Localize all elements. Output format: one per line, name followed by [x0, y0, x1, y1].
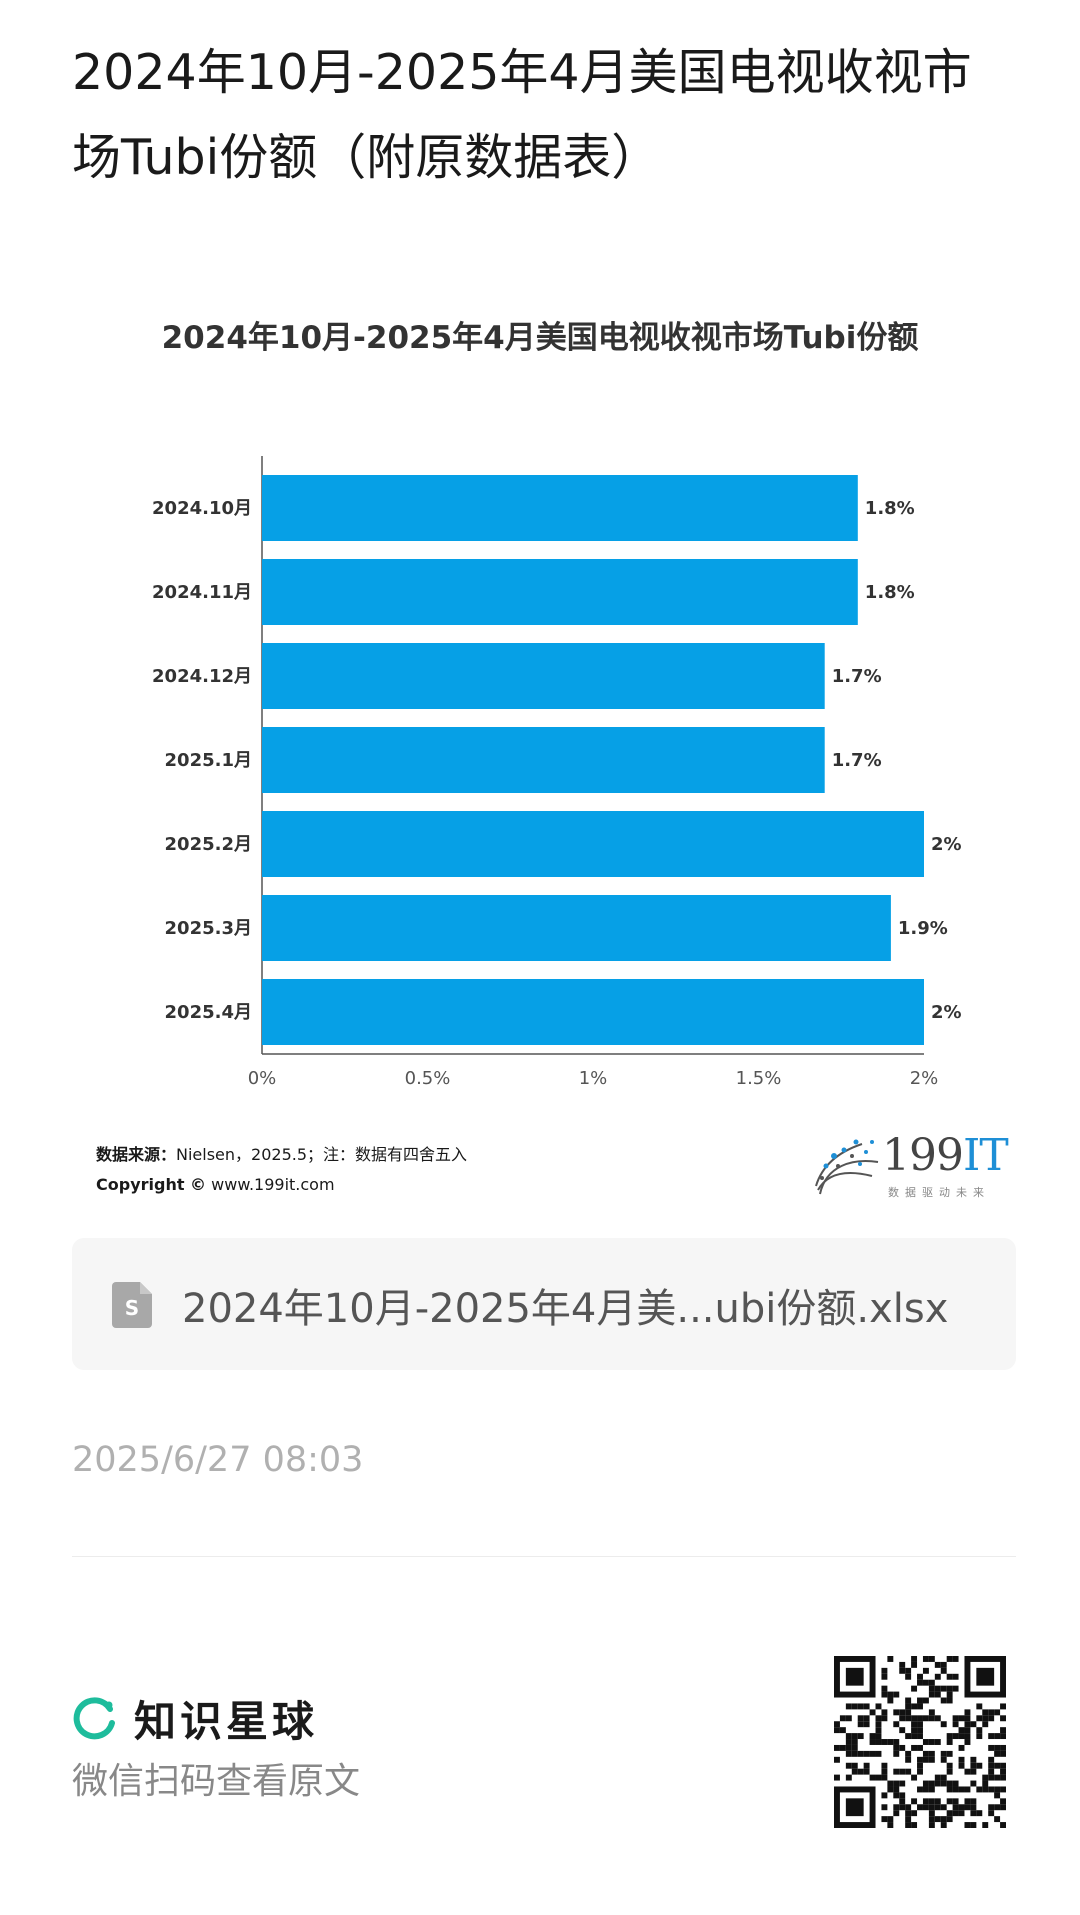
category-label: 2024.10月: [152, 498, 252, 519]
page-title: 2024年10月-2025年4月美国电视收视市场Tubi份额（附原数据表）: [72, 44, 972, 186]
planet-ring-icon: [73, 1696, 115, 1739]
category-label: 2025.1月: [165, 750, 252, 771]
bar: [262, 643, 825, 709]
data-label: 1.7%: [832, 750, 882, 771]
data-label: 1.7%: [832, 666, 882, 687]
qr-code[interactable]: [834, 1656, 1006, 1828]
bar-chart: 2024.10月 1.8% 2024.11月 1.8% 2024.12月 1.7% 2025…: [152, 456, 962, 1089]
data-label: 1.9%: [898, 918, 948, 939]
logo-tagline: 数据驱动未来: [888, 1186, 990, 1199]
data-label: 2%: [931, 834, 962, 855]
category-label: 2025.3月: [165, 918, 252, 939]
bar: [262, 727, 825, 793]
bar: [262, 979, 924, 1045]
category-label: 2025.2月: [165, 834, 252, 855]
bar: [262, 811, 924, 877]
199it-logo: 199IT 数据驱动未来: [812, 1130, 1009, 1202]
copyright-label: Copyright ©: [96, 1175, 207, 1194]
x-tick-label: 0%: [248, 1068, 277, 1089]
chart-title: 2024年10月-2025年4月美国电视收视市场Tubi份额: [161, 320, 919, 356]
divider: [72, 1556, 1016, 1557]
data-label: 1.8%: [865, 498, 915, 519]
x-tick-label: 2%: [910, 1068, 939, 1089]
copyright-site: www.199it.com: [211, 1175, 335, 1194]
zsxq-brand: 知识星球: [72, 1688, 318, 1749]
publish-timestamp: 2025/6/27 08:03: [72, 1440, 364, 1480]
file-name: 2024年10月-2025年4月美...ubi份额.xlsx: [182, 1286, 949, 1332]
source-text: Nielsen，2025.5；注：数据有四舍五入: [176, 1145, 468, 1164]
source-note: 数据来源：Nielsen，2025.5；注：数据有四舍五入 Copyright …: [96, 1140, 467, 1200]
x-tick-label: 1%: [579, 1068, 608, 1089]
data-label: 2%: [931, 1002, 962, 1023]
bar: [262, 559, 858, 625]
brand-name: 知识星球: [134, 1697, 319, 1746]
x-tick-label: 0.5%: [405, 1068, 451, 1089]
scan-instruction: 微信扫码查看原文: [72, 1761, 361, 1802]
data-label: 1.8%: [865, 582, 915, 603]
source-label: 数据来源：: [96, 1145, 177, 1164]
logo-dots-icon: [815, 1139, 879, 1195]
x-tick-label: 1.5%: [736, 1068, 782, 1089]
spreadsheet-file-icon: S: [112, 1282, 152, 1328]
attachment-file-card[interactable]: S 2024年10月-2025年4月美...ubi份额.xlsx: [72, 1238, 1016, 1370]
bar: [262, 895, 891, 961]
svg-text:S: S: [125, 1296, 139, 1320]
category-label: 2025.4月: [165, 1002, 252, 1023]
category-label: 2024.12月: [152, 666, 252, 687]
bar: [262, 475, 858, 541]
category-label: 2024.11月: [152, 582, 252, 603]
logo-text: 199IT: [882, 1130, 1009, 1181]
